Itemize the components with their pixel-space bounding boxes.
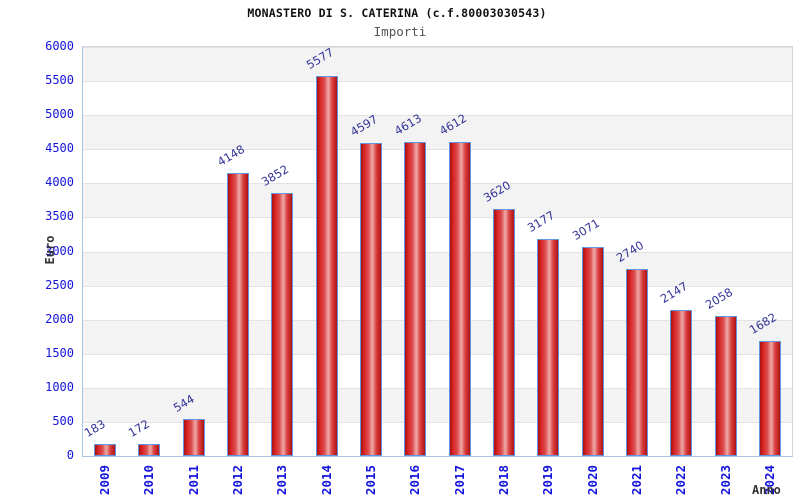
grid-band: [83, 149, 792, 184]
bar-2009: [94, 444, 116, 456]
x-tick-label-2019: 2019: [540, 464, 555, 496]
x-tick-label-2015: 2015: [363, 464, 378, 496]
bar-2015: [360, 143, 382, 456]
bar-2018: [493, 209, 515, 456]
grid-band: [83, 183, 792, 218]
x-tick-label-2011: 2011: [186, 464, 201, 496]
grid-band: [83, 217, 792, 252]
y-tick-label: 6000: [45, 39, 74, 53]
y-tick-label: 3000: [45, 244, 74, 258]
plot-area: 183 172 544 4148 3852 5577 4597 4613 4612 3620 317…: [82, 45, 793, 457]
y-tick-label: 4500: [45, 141, 74, 155]
x-tick-label-2017: 2017: [452, 464, 467, 496]
y-tick-label: 5000: [45, 107, 74, 121]
y-tick-label: 0: [66, 448, 74, 462]
y-tick-label: 1000: [45, 380, 74, 394]
grid-band: [83, 285, 792, 320]
x-tick-label-2022: 2022: [673, 464, 688, 496]
x-tick-label-2023: 2023: [718, 464, 733, 496]
bar-2019: [537, 239, 559, 456]
bar-2010: [138, 444, 160, 456]
x-tick-label-2020: 2020: [585, 464, 600, 496]
x-tick-label-2016: 2016: [407, 464, 422, 496]
x-axis-title: Anno: [752, 483, 781, 497]
bar-2011: [183, 419, 205, 456]
y-tick-label: 2500: [45, 278, 74, 292]
x-tick-label-2014: 2014: [319, 464, 334, 496]
bar-2013: [271, 193, 293, 456]
grid-band: [83, 115, 792, 150]
grid-band: [83, 81, 792, 116]
y-axis-title: Euro: [43, 235, 57, 265]
grid-band: [83, 251, 792, 286]
chart-title: MONASTERO DI S. CATERINA (c.f.8000303054…: [247, 6, 547, 20]
x-tick-label-2013: 2013: [274, 464, 289, 496]
bar-2024: [759, 341, 781, 456]
chart-subtitle: Importi: [373, 24, 427, 39]
y-tick-label: 3500: [45, 209, 74, 223]
x-tick-label-2010: 2010: [141, 464, 156, 496]
x-tick-label-2009: 2009: [97, 464, 112, 496]
y-tick-label: 1500: [45, 346, 74, 360]
x-tick-label-2018: 2018: [496, 464, 511, 496]
bar-2023: [715, 316, 737, 456]
x-tick-label-2021: 2021: [629, 464, 644, 496]
bar-2017: [449, 142, 471, 456]
bar-2014: [316, 76, 338, 456]
bar-2012: [227, 173, 249, 456]
y-tick-label: 5500: [45, 73, 74, 87]
bar-2020: [582, 247, 604, 456]
bar-2022: [670, 310, 692, 456]
bar-2021: [626, 269, 648, 456]
y-tick-label: 500: [52, 414, 74, 428]
x-tick-label-2012: 2012: [230, 464, 245, 496]
grid-band: [83, 47, 792, 82]
y-tick-label: 2000: [45, 312, 74, 326]
bar-2016: [404, 142, 426, 456]
y-tick-label: 4000: [45, 175, 74, 189]
